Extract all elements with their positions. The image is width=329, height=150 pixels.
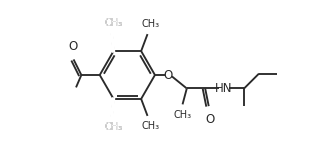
Text: O: O — [206, 112, 215, 126]
Text: CH₃: CH₃ — [105, 122, 123, 132]
Text: CH₃: CH₃ — [141, 19, 160, 29]
Text: O: O — [68, 40, 78, 53]
Text: CH₃: CH₃ — [141, 121, 160, 131]
Text: CH₃: CH₃ — [105, 18, 123, 28]
Text: CH₃: CH₃ — [105, 18, 123, 28]
Text: CH₃: CH₃ — [173, 110, 191, 120]
Text: CH₃: CH₃ — [105, 122, 123, 132]
Text: O: O — [164, 69, 173, 81]
Text: HN: HN — [215, 82, 232, 95]
